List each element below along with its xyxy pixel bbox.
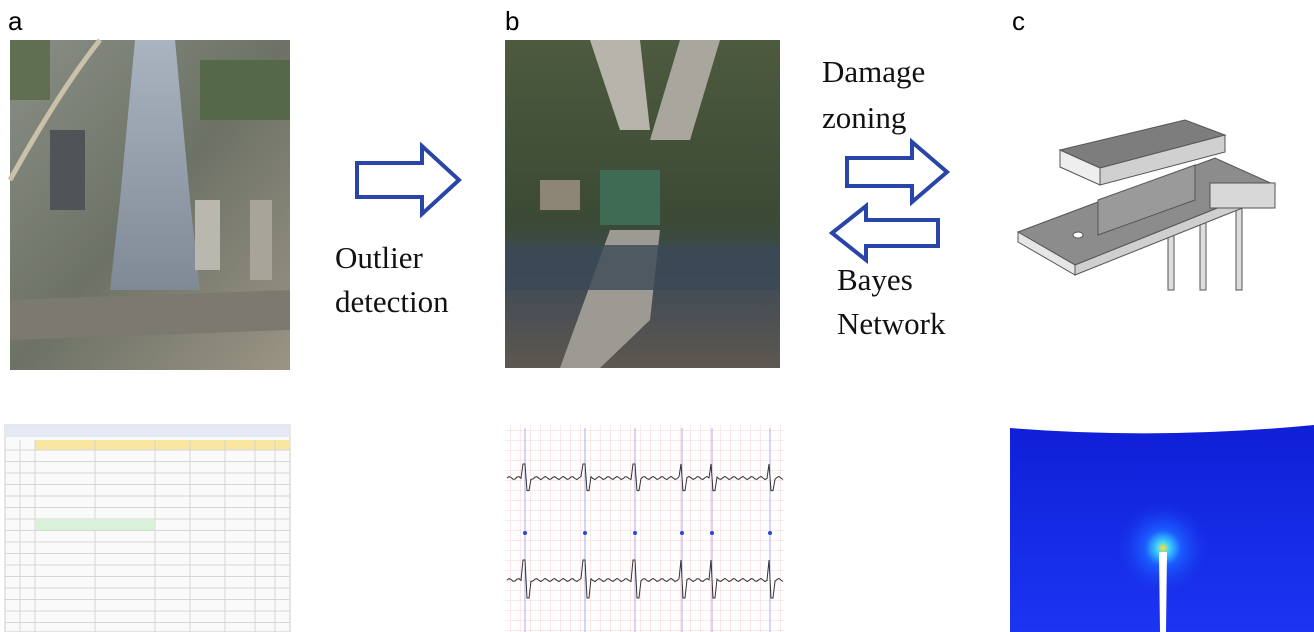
ecg-peak: [680, 531, 684, 535]
transition-label: Damage: [822, 54, 925, 89]
bridge-photo: [505, 40, 780, 368]
panel-label: c: [1012, 6, 1025, 36]
ecg-peak: [710, 531, 714, 535]
sheet-highlight: [35, 519, 155, 530]
transition-label: Network: [837, 306, 946, 341]
transition-label: Bayes: [837, 262, 913, 297]
ecg-signal: [505, 425, 785, 632]
beam-model: [1018, 120, 1275, 290]
stress-contour: [1010, 425, 1314, 632]
panel-label: a: [8, 6, 23, 36]
transition-label: detection: [335, 284, 449, 319]
arrow-right: [847, 142, 947, 202]
ecg-peak: [768, 531, 772, 535]
ecg-peak: [583, 531, 587, 535]
figure: a b c Outlier detection Damage zoning Ba…: [0, 0, 1314, 632]
spreadsheet: [5, 425, 290, 632]
ecg-peak: [633, 531, 637, 535]
city-photo: [10, 40, 290, 370]
ecg-peak: [523, 531, 527, 535]
transition-label: zoning: [822, 100, 906, 135]
panel-label: b: [505, 6, 519, 36]
transition-label: Outlier: [335, 240, 423, 275]
arrow-left: [832, 206, 938, 260]
arrow-right: [357, 146, 459, 214]
